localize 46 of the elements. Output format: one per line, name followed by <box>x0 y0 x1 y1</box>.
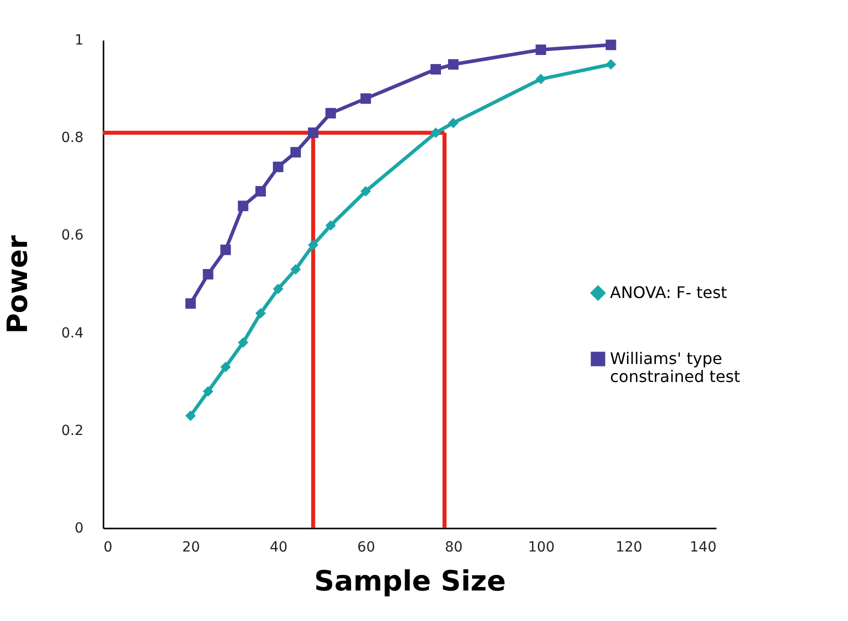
point <box>272 162 284 172</box>
y-tick-label: 1 <box>74 32 84 48</box>
legend-label: Williams' type constrained test <box>610 349 740 386</box>
point <box>536 74 546 84</box>
x-tick-label: 80 <box>444 540 463 556</box>
point <box>430 127 442 138</box>
y-tick-label: 0.2 <box>61 422 84 439</box>
point <box>606 40 616 50</box>
x-tick-label: 100 <box>528 540 555 556</box>
y-tick-label: 0.8 <box>61 130 84 146</box>
point <box>185 298 196 309</box>
x-tick-label: 140 <box>690 540 716 556</box>
point <box>325 108 336 118</box>
point <box>448 59 459 70</box>
legend-label: ANOVA: F- test <box>610 283 728 302</box>
point <box>272 284 284 294</box>
point <box>185 410 196 422</box>
x-tick-label: 40 <box>270 540 288 556</box>
point <box>308 240 318 250</box>
point <box>255 308 266 319</box>
point <box>308 127 318 138</box>
y-tick-label: 0.4 <box>61 325 84 342</box>
point <box>290 264 301 275</box>
x-tick-label: 20 <box>182 540 200 556</box>
point <box>448 118 459 128</box>
point <box>255 186 266 197</box>
y-tick-label: 0 <box>74 520 84 536</box>
point <box>220 362 231 372</box>
point <box>220 244 231 256</box>
x-tick-label: 0 <box>104 540 112 556</box>
point <box>290 146 301 158</box>
point <box>325 220 336 231</box>
point <box>536 44 546 56</box>
point <box>430 64 442 75</box>
point <box>360 186 371 197</box>
y-axis-title: Power <box>1 235 34 334</box>
point <box>238 200 248 212</box>
x-tick-label: 120 <box>616 540 642 556</box>
x-tick-label: 60 <box>357 540 376 556</box>
point <box>202 386 214 397</box>
point <box>360 93 371 104</box>
x-axis-title: Sample Size <box>314 564 506 598</box>
point <box>606 59 616 70</box>
point <box>202 268 214 280</box>
y-tick-label: 0.6 <box>61 228 84 244</box>
point <box>238 337 248 348</box>
